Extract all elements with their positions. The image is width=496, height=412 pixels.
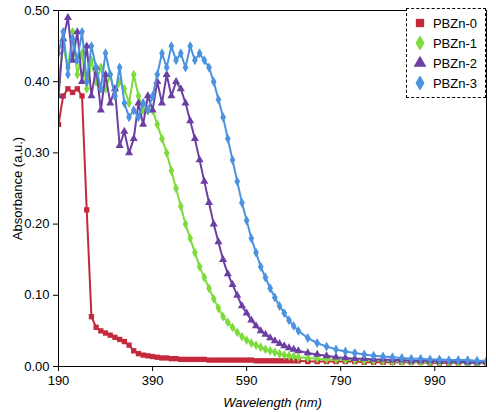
html-text:PBZn-3: PBZn-3 <box>432 75 477 91</box>
html-text:PBZn-2: PBZn-2 <box>432 55 477 71</box>
svg-text:990: 990 <box>424 373 446 388</box>
svg-text:190: 190 <box>48 373 70 388</box>
svg-text:390: 390 <box>142 373 164 388</box>
svg-text:0.10: 0.10 <box>24 287 49 302</box>
svg-text:0.50: 0.50 <box>24 3 49 18</box>
html-text:PBZn-0: PBZn-0 <box>432 15 477 31</box>
svg-text:0.00: 0.00 <box>24 359 49 374</box>
svg-text:790: 790 <box>330 373 352 388</box>
svg-text:0.30: 0.30 <box>24 145 49 160</box>
svg-text:Wavelength (nm): Wavelength (nm) <box>223 395 322 410</box>
html-text:PBZn-1: PBZn-1 <box>432 35 477 51</box>
svg-text:0.40: 0.40 <box>24 74 49 89</box>
svg-text:Absorbance (a.u.): Absorbance (a.u.) <box>10 137 25 240</box>
svg-text:590: 590 <box>236 373 258 388</box>
svg-text:0.20: 0.20 <box>24 216 49 231</box>
